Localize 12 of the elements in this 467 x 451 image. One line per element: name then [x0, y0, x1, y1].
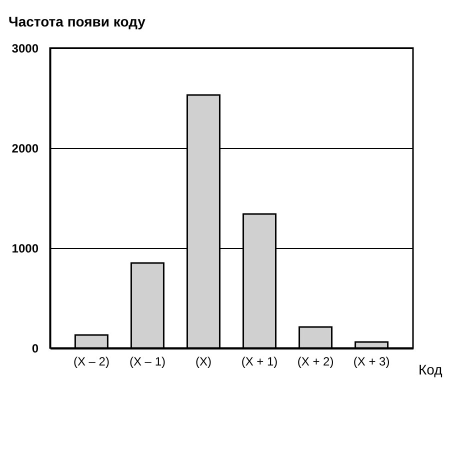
y-tick-label: 3000 — [12, 42, 39, 56]
y-tick-label: 1000 — [12, 242, 39, 256]
x-tick-label: (X + 3) — [353, 354, 390, 368]
x-tick-label: (X + 2) — [297, 354, 334, 368]
x-tick-label: (X) — [195, 354, 212, 368]
x-tick-label: (X – 2) — [73, 354, 110, 368]
y-tick-label: 2000 — [12, 142, 39, 156]
y-tick-label: 0 — [32, 342, 39, 356]
y-axis-title: Частота появи коду — [8, 14, 146, 30]
x-tick-label: (X – 1) — [129, 354, 166, 368]
x-axis-title: Код — [418, 362, 442, 378]
x-tick-label: (X + 1) — [241, 354, 278, 368]
